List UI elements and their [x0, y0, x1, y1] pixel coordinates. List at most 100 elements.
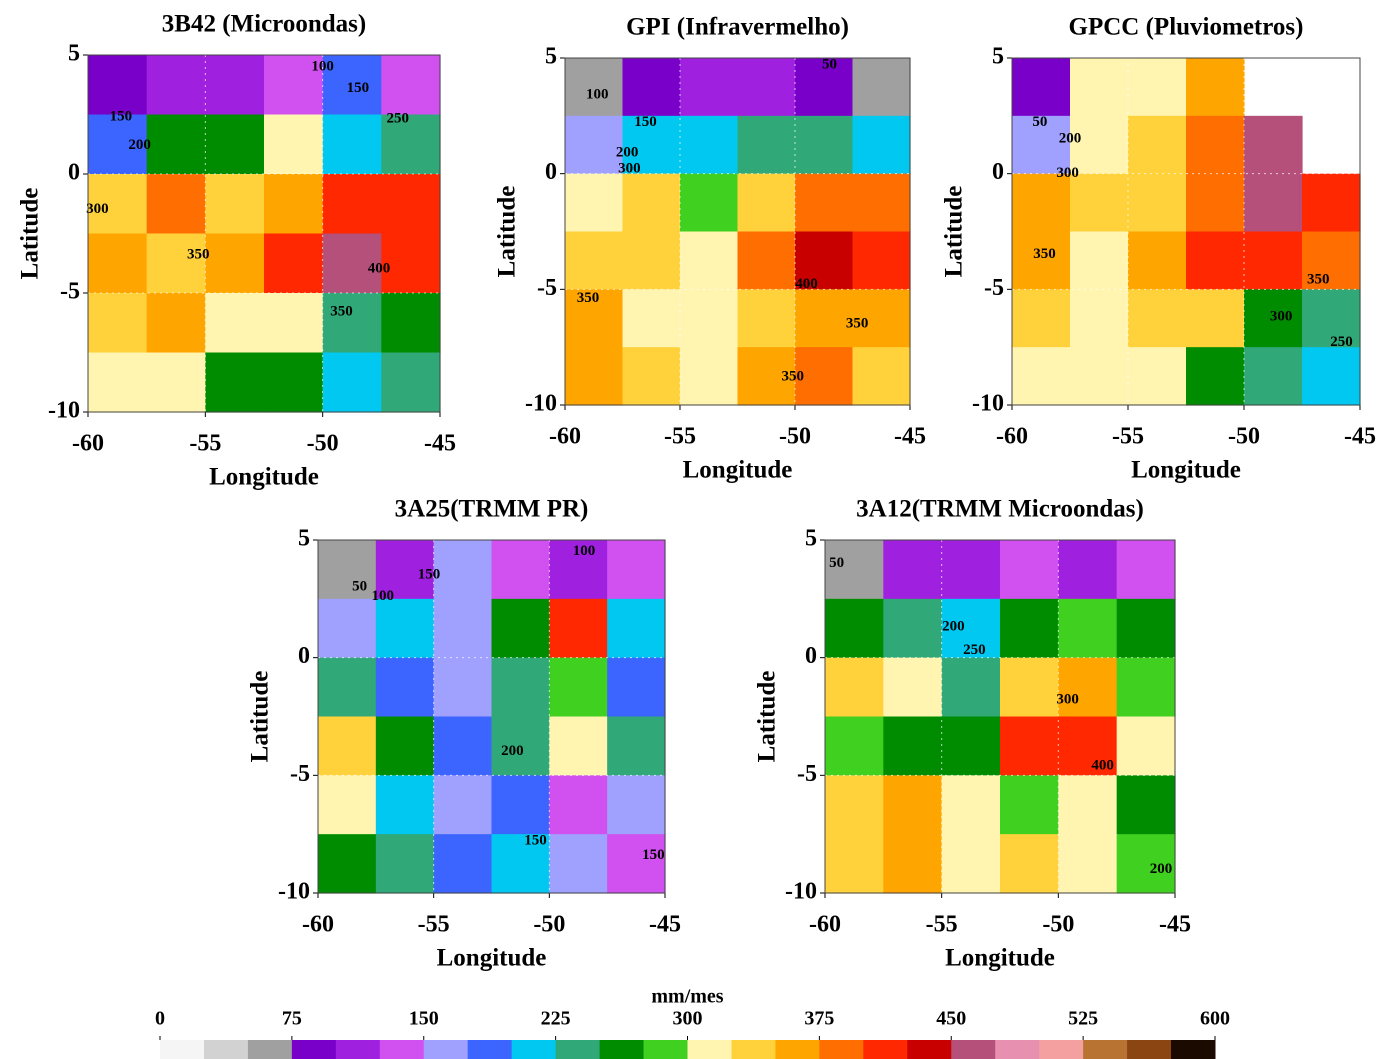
field-cell	[264, 114, 324, 175]
field-cell	[1070, 173, 1129, 233]
field-cell	[146, 55, 206, 116]
x-axis-label: Longitude	[1131, 457, 1241, 484]
field-cell	[737, 58, 796, 117]
field-cell	[381, 293, 441, 354]
field-cell	[1128, 347, 1187, 406]
field-cell	[680, 173, 739, 233]
field-cell	[825, 657, 884, 718]
field-cell	[318, 834, 377, 894]
field-cell	[795, 173, 854, 233]
y-tick-label: -10	[278, 879, 310, 905]
field-cell	[205, 352, 265, 413]
colorbar-swatch	[995, 1040, 1040, 1059]
plot-frame	[87, 54, 441, 413]
field-cell	[205, 174, 265, 235]
colorbar-label: mm/mes	[651, 986, 723, 1008]
field-cell	[1186, 347, 1245, 406]
field-cell	[941, 716, 1001, 776]
colorbar-tick-label: 75	[282, 1008, 302, 1030]
field-cell	[1128, 173, 1187, 233]
contour-label: 150	[642, 847, 665, 863]
colorbar-tick-label: 0	[155, 1008, 165, 1030]
field-cell	[1070, 289, 1129, 348]
field-cell	[381, 55, 441, 116]
field-cell	[680, 231, 739, 290]
contour-label: 400	[1091, 757, 1114, 773]
field-cell	[433, 598, 493, 659]
field-cell	[1058, 657, 1118, 718]
contour-label: 250	[1330, 334, 1353, 350]
contour-label: 200	[1150, 861, 1173, 877]
field-cell	[680, 347, 739, 406]
contour-label: 350	[1033, 246, 1056, 262]
x-tick-label: -55	[418, 912, 450, 938]
colorbar-swatch	[423, 1040, 469, 1059]
field-cell	[622, 58, 681, 117]
contour-label: 150	[347, 80, 370, 96]
field-cell	[1244, 173, 1303, 233]
field-cell	[381, 352, 441, 413]
y-tick-label: -5	[537, 275, 557, 301]
field-cell	[1116, 775, 1176, 835]
y-tick-label: -5	[797, 761, 817, 787]
field-cell	[146, 293, 206, 354]
colorbar-swatch	[1127, 1040, 1172, 1059]
field-cell	[433, 834, 493, 894]
field-cell	[375, 540, 435, 600]
y-tick-label: 0	[992, 159, 1004, 185]
field-cell	[825, 716, 884, 776]
panel-title: GPI (Infravermelho)	[626, 14, 849, 41]
field-cell	[1116, 834, 1176, 894]
plot-frame	[1011, 57, 1361, 406]
y-axis-label: Latitude	[247, 671, 274, 763]
field-cell	[1012, 58, 1071, 117]
field-cell	[1058, 598, 1118, 659]
field-cell	[883, 834, 943, 894]
contour-label: 300	[1056, 691, 1079, 707]
x-tick-label: -55	[189, 431, 221, 457]
field-cell	[622, 289, 681, 348]
field-cell	[1128, 231, 1187, 290]
panel-title: 3A12(TRMM Microondas)	[856, 496, 1144, 523]
contour-label: 350	[187, 246, 210, 262]
field-cell	[433, 716, 493, 776]
x-tick-label: -45	[649, 912, 681, 938]
field-cell	[491, 834, 550, 894]
x-tick-label: -45	[894, 424, 926, 450]
field-cell	[264, 352, 324, 413]
colorbar-swatch	[907, 1040, 952, 1059]
y-tick-label: 0	[298, 643, 310, 669]
field-cell	[795, 231, 854, 290]
contour-label: 300	[86, 201, 109, 217]
field-cell	[146, 233, 206, 294]
field-cell	[205, 55, 265, 116]
field-cell	[491, 657, 550, 718]
contour-label: 50	[1032, 114, 1047, 130]
field-cell	[205, 114, 265, 175]
y-tick-label: 0	[68, 160, 80, 186]
colorbar-swatch	[555, 1040, 601, 1059]
field-cell	[1116, 657, 1176, 718]
field-cell	[607, 716, 666, 776]
contour-label: 300	[618, 160, 641, 176]
field-cell	[1186, 58, 1245, 117]
y-tick-label: -10	[972, 391, 1004, 417]
colorbar-swatch	[951, 1040, 996, 1059]
field-cell	[622, 347, 681, 406]
plot-frame	[564, 57, 911, 406]
field-cell	[433, 657, 493, 718]
x-tick-label: -60	[996, 424, 1028, 450]
field-cell	[318, 657, 377, 718]
x-tick-label: -45	[1344, 424, 1376, 450]
field-cell	[680, 58, 739, 117]
field-cell	[737, 115, 796, 175]
field-cell	[1302, 173, 1361, 233]
field-cell	[1000, 657, 1059, 718]
y-axis-label: Latitude	[494, 186, 521, 278]
field-cell	[1244, 115, 1303, 175]
field-cell	[318, 775, 377, 835]
field-cell	[1128, 289, 1187, 348]
field-cell	[607, 540, 666, 600]
y-tick-label: 5	[805, 526, 817, 552]
colorbar-swatch	[247, 1040, 293, 1059]
